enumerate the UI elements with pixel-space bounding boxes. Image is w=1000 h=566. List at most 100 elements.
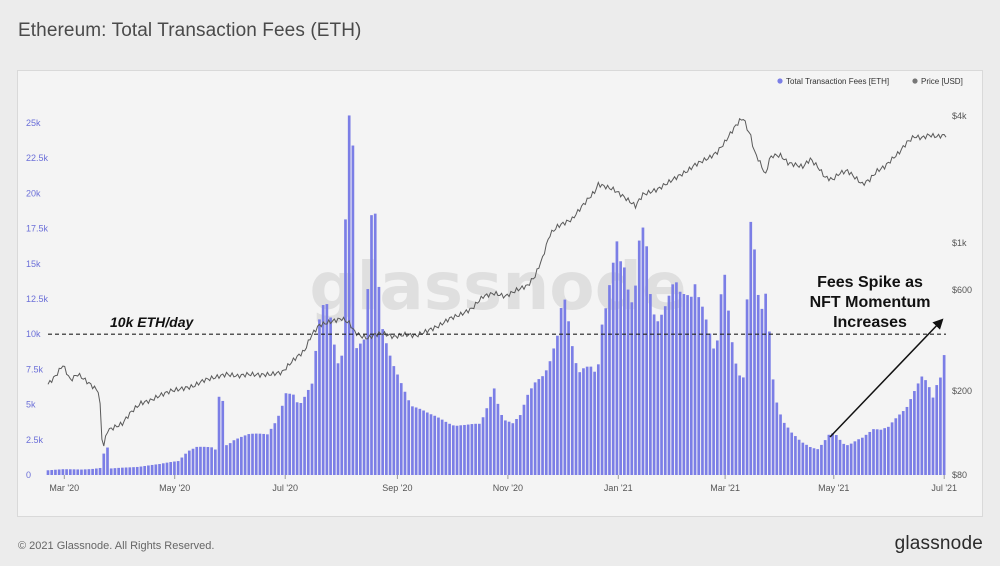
fee-bar [511, 423, 515, 475]
fee-bar [455, 425, 459, 475]
fee-bar [849, 443, 853, 475]
fee-bar [243, 435, 247, 475]
fee-bar [321, 305, 325, 475]
fee-bar [258, 433, 262, 475]
fee-bar [794, 436, 797, 475]
fee-bar [451, 425, 455, 475]
fee-bar [147, 465, 150, 475]
fee-bar [102, 453, 106, 475]
annotation-layer: Fees Spike as NFT Momentum Increases [810, 274, 944, 438]
fee-bar [113, 468, 117, 475]
fee-bar [898, 414, 901, 475]
y-right-tick-label: $1k [952, 238, 967, 248]
fee-bar [649, 294, 652, 475]
fee-bar [262, 433, 266, 475]
fee-bar [340, 355, 344, 475]
fee-bar [128, 467, 132, 475]
fee-bar [582, 368, 585, 475]
fee-bar [611, 262, 615, 475]
fee-bar [927, 387, 931, 475]
fee-bar [217, 396, 221, 475]
fee-bar [202, 446, 206, 475]
y-left-tick-label: 2.5k [26, 435, 44, 445]
fee-bar [303, 396, 306, 475]
y-left-tick-label: 0 [26, 470, 31, 480]
fee-bar [764, 293, 767, 475]
fee-bar [894, 418, 898, 475]
fee-bar [139, 466, 143, 475]
fee-bar [868, 431, 872, 475]
fee-bar [857, 439, 860, 475]
fee-bar [135, 466, 139, 475]
fee-bar [373, 213, 377, 475]
y-left-tick-label: 22.5k [26, 153, 49, 163]
fee-bar [106, 447, 109, 475]
fee-bar [485, 408, 489, 475]
legend-price-swatch [912, 78, 918, 84]
fee-bar [515, 419, 518, 475]
x-tick-label: Sep '20 [382, 483, 412, 493]
fee-bar [277, 415, 280, 475]
fee-bar [273, 423, 277, 475]
fee-bar [314, 350, 318, 475]
fee-bar [306, 389, 310, 475]
fee-bar [466, 424, 470, 475]
fee-bar [678, 291, 682, 475]
legend-fees-label: Total Transaction Fees [ETH] [786, 77, 889, 86]
fee-bar [842, 443, 846, 475]
fee-bar [347, 115, 351, 475]
fee-bar [812, 448, 816, 475]
fee-bar [87, 469, 91, 475]
fee-bar [790, 432, 794, 475]
fee-bar [615, 241, 619, 475]
fee-bar [760, 308, 764, 475]
fee-bar [232, 440, 236, 475]
fee-bar [559, 308, 563, 475]
fee-bar [109, 468, 113, 475]
fee-bar [295, 402, 299, 475]
chart-panel: glassnode 0 2.5k 5k 7.5k 10k 12.5k 15k 17.5k 20k… [17, 70, 983, 517]
fee-bar [180, 457, 184, 475]
fee-bar [939, 377, 942, 475]
fee-bar [637, 240, 641, 475]
reference-line-label: 10k ETH/day [110, 314, 194, 330]
fee-bar [604, 308, 608, 475]
fee-bar [675, 282, 678, 475]
y-right-tick-label: $80 [952, 470, 967, 480]
fee-bar [797, 439, 801, 475]
fee-bar [210, 447, 213, 475]
annotation-text-line: Fees Spike as [817, 274, 923, 291]
fee-bar [228, 443, 232, 475]
fee-bar [656, 321, 660, 475]
fee-bar [132, 467, 135, 475]
fee-bar [344, 219, 347, 475]
fee-bar [645, 246, 649, 475]
x-tick-label: May '20 [159, 483, 190, 493]
fee-bar [879, 429, 883, 475]
page-title: Ethereum: Total Transaction Fees (ETH) [18, 20, 362, 41]
fee-bar [474, 423, 477, 475]
fee-bar [206, 447, 210, 475]
fee-bar [329, 317, 332, 475]
fee-bar [161, 463, 165, 475]
fee-bar [864, 434, 868, 475]
fee-bar [489, 396, 492, 475]
fee-bar [377, 286, 381, 475]
fee-bar [336, 363, 340, 475]
fee-bar [641, 227, 645, 475]
fee-bar [72, 469, 76, 475]
fee-bar [682, 294, 686, 475]
chart-legend: Total Transaction Fees [ETH] Price [USD] [777, 77, 963, 86]
fee-bar [883, 428, 886, 475]
x-tick-label: Mar '20 [49, 483, 79, 493]
fee-bar [708, 333, 712, 475]
fee-bar [437, 417, 440, 475]
fee-bar [827, 434, 831, 475]
fee-bar [355, 348, 358, 475]
fee-bar [158, 464, 161, 475]
fee-bar [749, 221, 753, 475]
fee-bar [719, 294, 723, 475]
y-left-tick-label: 10k [26, 329, 41, 339]
fee-bar [318, 319, 321, 475]
fee-bar [254, 433, 258, 475]
